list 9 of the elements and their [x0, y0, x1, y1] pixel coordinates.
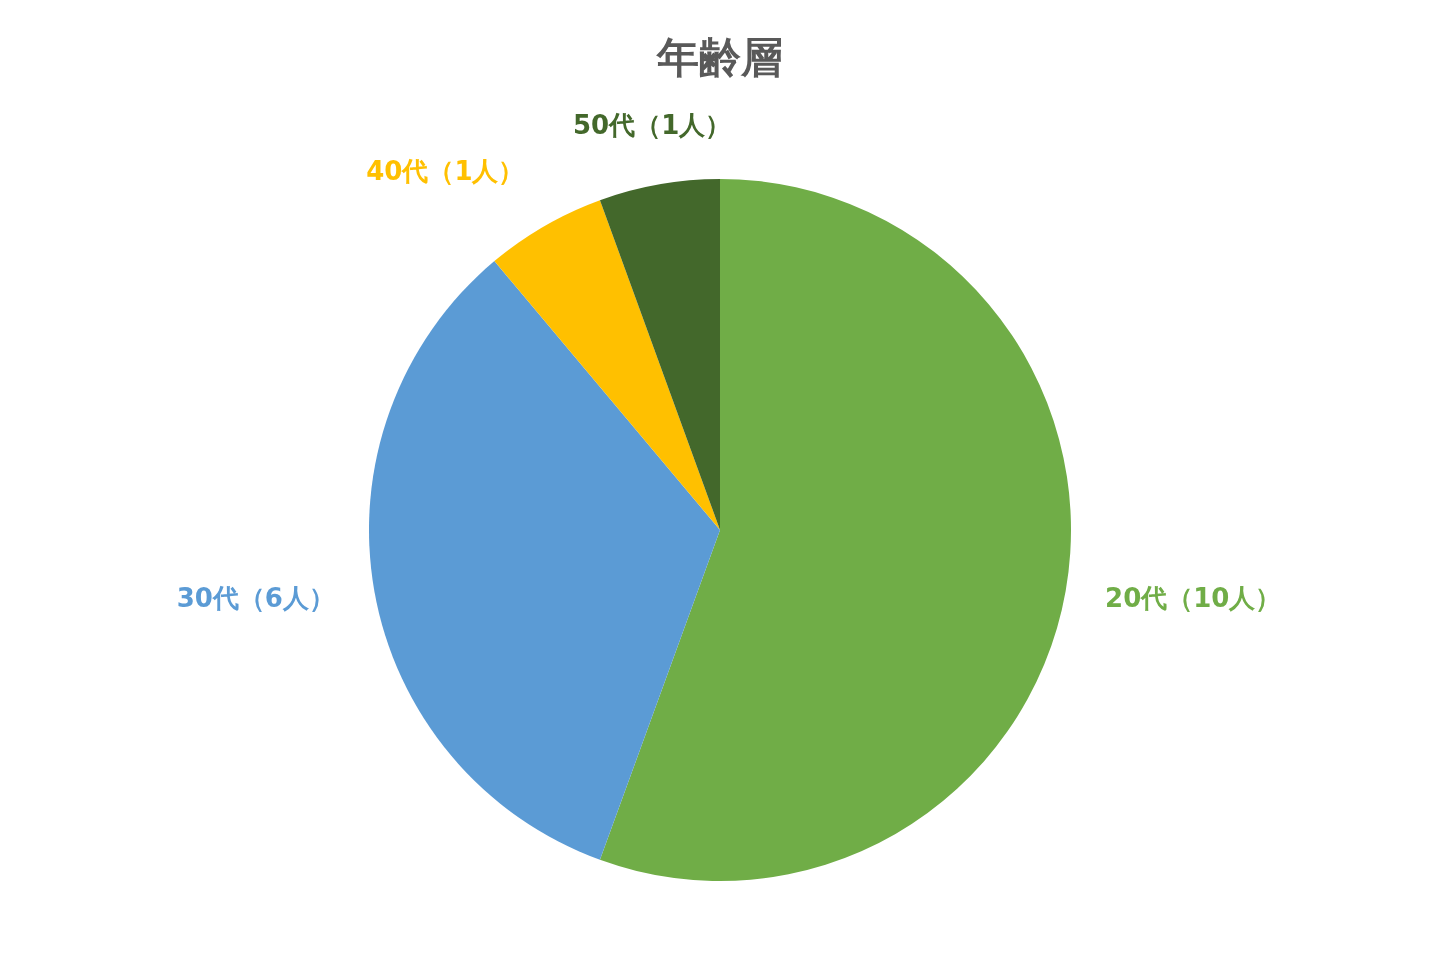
pie-slice [494, 200, 720, 530]
slice-label: 20代（10人） [1105, 582, 1282, 613]
pie-slice [599, 179, 1071, 881]
pie-slice [369, 261, 720, 860]
chart-title: 年齢層 [656, 33, 783, 82]
pie-slice [599, 179, 720, 530]
slice-label: 50代（1人） [572, 109, 732, 140]
slice-label: 30代（6人） [176, 582, 335, 613]
slice-label: 40代（1人） [366, 156, 525, 187]
